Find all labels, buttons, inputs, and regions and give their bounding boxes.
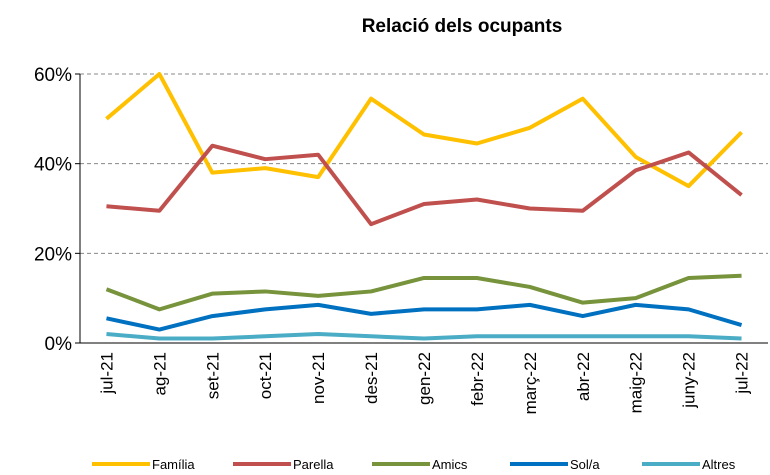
x-tick-label: gen-22 bbox=[415, 352, 434, 405]
x-tick-label: set-21 bbox=[203, 352, 222, 399]
x-tick-label: nov-21 bbox=[309, 352, 328, 404]
x-tick-label: ag-21 bbox=[150, 352, 169, 395]
x-tick-label: jul-22 bbox=[733, 352, 752, 395]
legend-label: Amics bbox=[432, 457, 468, 472]
series-line bbox=[105, 72, 743, 189]
y-tick-label: 60% bbox=[34, 65, 72, 86]
y-tick-label: 0% bbox=[45, 334, 73, 355]
series-line bbox=[105, 273, 742, 312]
series-line bbox=[106, 143, 743, 227]
legend-label: Altres bbox=[702, 457, 736, 472]
legend-label: Família bbox=[152, 457, 195, 472]
x-tick-label: febr-22 bbox=[468, 352, 487, 406]
y-tick-label: 20% bbox=[34, 244, 72, 265]
x-tick-label: oct-21 bbox=[256, 352, 275, 399]
x-tick-label: jul-21 bbox=[97, 352, 116, 395]
y-tick-label: 40% bbox=[34, 155, 72, 176]
x-tick-label: abr-22 bbox=[574, 352, 593, 401]
x-tick-label: juny-22 bbox=[680, 352, 699, 409]
series-line bbox=[106, 302, 743, 332]
x-tick-label: març-22 bbox=[521, 352, 540, 414]
x-tick-label: maig-22 bbox=[627, 352, 646, 413]
chart-title: Relació dels ocupants bbox=[362, 16, 563, 37]
legend-label: Sol/a bbox=[570, 457, 600, 472]
legend-label: Parella bbox=[293, 457, 334, 472]
series-line bbox=[106, 332, 742, 341]
x-tick-label: des-21 bbox=[362, 352, 381, 404]
